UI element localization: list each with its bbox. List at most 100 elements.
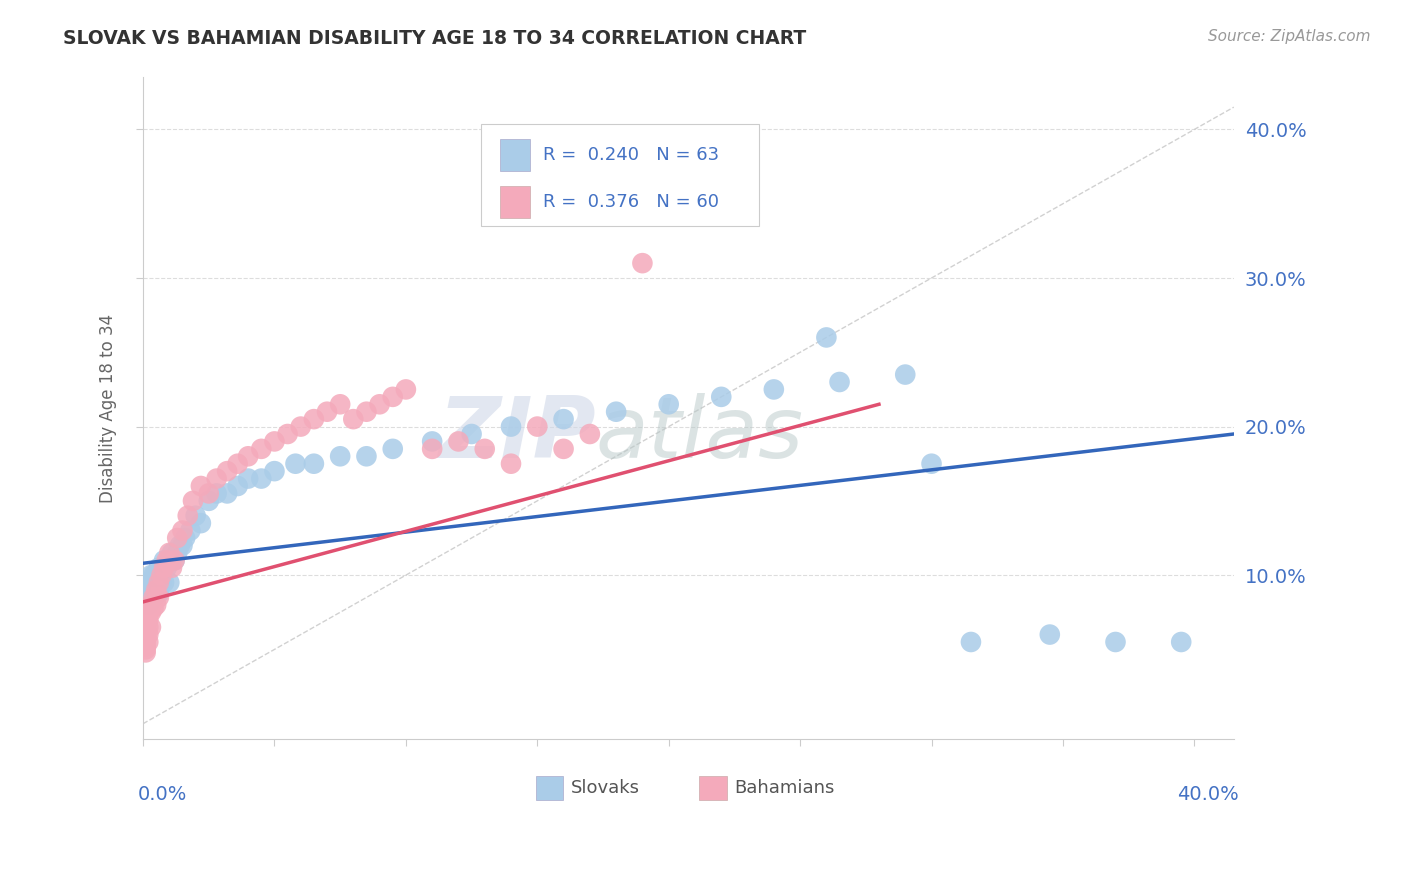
Point [1039,627,1062,641]
Point [157,546,180,560]
Point [921,457,943,471]
Point [166,531,188,545]
Point [395,383,418,397]
Point [153,575,176,590]
Point [139,605,162,619]
Point [263,434,285,449]
Point [136,635,159,649]
Point [139,620,162,634]
Point [145,598,167,612]
Bar [499,139,530,170]
Point [177,508,200,523]
Point [160,560,183,574]
Point [145,582,167,597]
Point [142,600,165,615]
Point [135,631,157,645]
Point [139,591,162,605]
Bar [536,776,562,800]
Point [139,575,162,590]
Point [250,442,273,456]
Text: ZIP: ZIP [439,393,596,476]
Point [136,598,159,612]
Point [153,560,176,574]
Point [142,591,165,605]
Point [163,553,186,567]
Point [290,419,312,434]
Bar [499,186,530,218]
FancyBboxPatch shape [481,124,759,227]
Point [302,412,325,426]
Point [205,472,228,486]
Text: Bahamians: Bahamians [734,779,835,797]
Point [460,427,482,442]
Point [135,640,157,654]
Point [316,405,339,419]
Point [136,605,159,619]
Point [148,586,170,600]
Point [894,368,917,382]
Point [169,538,191,552]
Point [368,397,391,411]
Point [156,553,179,567]
Point [499,419,522,434]
Point [135,627,157,641]
Point [762,383,785,397]
Point [828,375,851,389]
Point [139,568,162,582]
Point [284,457,307,471]
Point [174,531,197,545]
Point [135,582,157,597]
Point [136,575,159,590]
Point [226,479,249,493]
Point [157,575,180,590]
Point [135,615,157,630]
Point [148,560,170,574]
Point [197,486,219,500]
Point [136,613,159,627]
Point [356,450,378,464]
Bar [699,776,727,800]
Point [135,635,157,649]
Point [815,330,838,344]
Point [217,464,239,478]
Point [135,613,157,627]
Point [420,434,443,449]
Point [139,598,162,612]
Point [205,486,228,500]
Point [135,605,157,619]
Point [172,524,194,538]
Point [356,405,378,419]
Y-axis label: Disability Age 18 to 34: Disability Age 18 to 34 [100,313,117,502]
Point [156,560,179,574]
Point [166,546,188,560]
Point [238,472,260,486]
Point [145,568,167,582]
Point [1104,635,1126,649]
Point [135,575,157,590]
Point [960,635,983,649]
Point [150,560,173,574]
Point [329,397,352,411]
Point [190,516,212,530]
Point [238,450,260,464]
Point [605,405,627,419]
Point [197,493,219,508]
Point [658,397,681,411]
Text: R =  0.240   N = 63: R = 0.240 N = 63 [543,145,720,164]
Point [381,390,404,404]
Point [136,627,159,641]
Point [135,598,157,612]
Point [157,553,180,567]
Point [631,256,654,270]
Point [181,493,204,508]
Text: SLOVAK VS BAHAMIAN DISABILITY AGE 18 TO 34 CORRELATION CHART: SLOVAK VS BAHAMIAN DISABILITY AGE 18 TO … [63,29,807,47]
Point [150,568,173,582]
Point [1170,635,1192,649]
Text: Source: ZipAtlas.com: Source: ZipAtlas.com [1208,29,1371,44]
Point [136,591,159,605]
Point [142,568,165,582]
Text: atlas: atlas [596,393,804,476]
Point [499,457,522,471]
Point [184,508,207,523]
Point [190,479,212,493]
